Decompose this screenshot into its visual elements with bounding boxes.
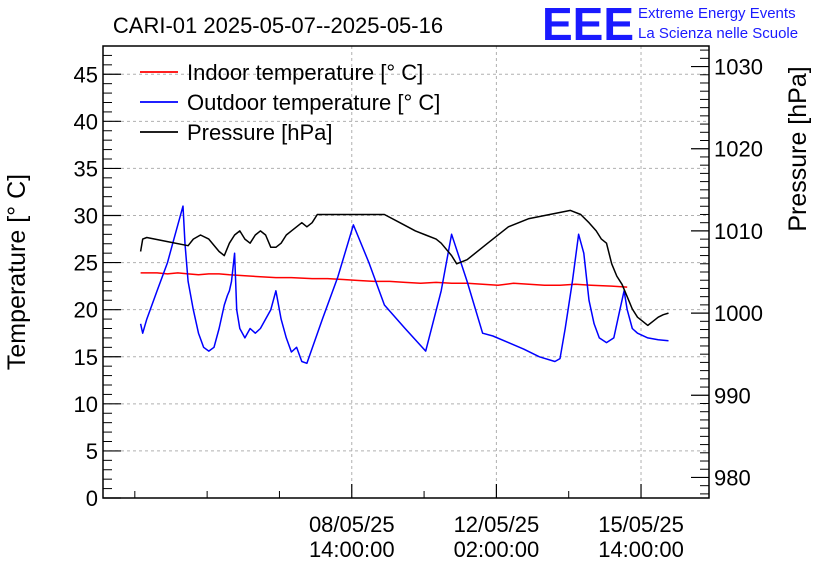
legend-label: Pressure [hPa] <box>187 120 333 145</box>
legend: Indoor temperature [° C] Outdoor temperat… <box>140 60 440 145</box>
x-axis: 08/05/2514:00:0012/05/2502:00:0015/05/25… <box>134 484 684 562</box>
right-tick-label: 980 <box>714 465 751 490</box>
eee-logo-text: EEE <box>542 0 634 50</box>
left-tick-label: 45 <box>74 62 98 87</box>
x-tick-label-time: 02:00:00 <box>454 537 540 562</box>
eee-logo: EEE Extreme Energy Events La Scienza nel… <box>542 0 798 50</box>
left-tick-label: 35 <box>74 156 98 181</box>
right-tick-label: 1020 <box>714 137 763 162</box>
x-tick-label-time: 14:00:00 <box>309 537 395 562</box>
eee-logo-line2: La Scienza nelle Scuole <box>638 25 798 42</box>
legend-label: Indoor temperature [° C] <box>187 60 423 85</box>
left-tick-label: 0 <box>86 486 98 511</box>
left-tick-label: 10 <box>74 392 98 417</box>
grid <box>103 46 709 499</box>
series-layer <box>139 205 669 365</box>
right-axis-title: Pressure [hPa] <box>784 66 812 231</box>
x-tick-label-date: 15/05/25 <box>598 512 684 537</box>
left-axis-title: Temperature [° C] <box>3 174 31 370</box>
left-tick-label: 30 <box>74 204 98 229</box>
eee-logo-line1: Extreme Energy Events <box>638 5 796 22</box>
left-tick-label: 25 <box>74 251 98 276</box>
right-tick-label: 990 <box>714 383 751 408</box>
x-tick-label-date: 08/05/25 <box>309 512 395 537</box>
series-line-indoor-temperature-c <box>140 272 628 288</box>
series-line-pressure-hpa <box>139 209 669 327</box>
left-tick-label: 15 <box>74 345 98 370</box>
chart-title: CARI-01 2025-05-07--2025-05-16 <box>113 13 443 38</box>
right-tick-label: 1030 <box>714 55 763 80</box>
x-tick-label-date: 12/05/25 <box>454 512 540 537</box>
series-line-outdoor-temperature-c <box>139 205 669 365</box>
right-tick-label: 1000 <box>714 301 763 326</box>
x-tick-label-time: 14:00:00 <box>598 537 684 562</box>
right-axis: 980 990 1000 1010 1020 1030 <box>691 49 763 495</box>
left-tick-label: 20 <box>74 298 98 323</box>
left-tick-label: 40 <box>74 109 98 134</box>
left-axis: 0 5 10 15 20 25 30 35 40 45 <box>74 45 121 511</box>
left-tick-label: 5 <box>86 439 98 464</box>
legend-label: Outdoor temperature [° C] <box>187 90 440 115</box>
right-tick-label: 1010 <box>714 219 763 244</box>
